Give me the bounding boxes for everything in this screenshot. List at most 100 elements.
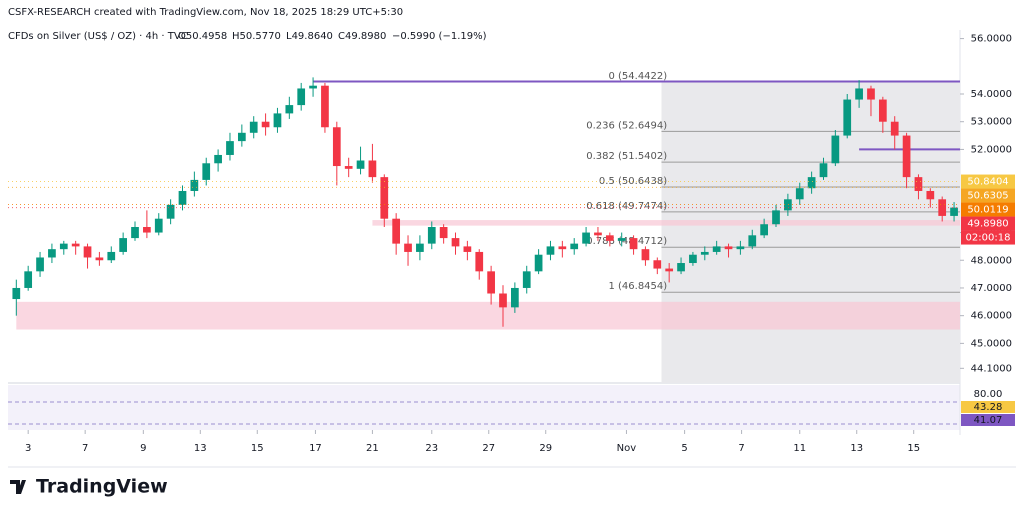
ohlc-low: L49.8640	[286, 31, 333, 42]
x-tick-label: 11	[793, 443, 806, 454]
symbol: CFDs on Silver (US$ / OZ) · 4h · TVC	[8, 31, 188, 42]
candle-body	[36, 257, 44, 272]
candle-body	[83, 246, 92, 258]
price-tag-label: 49.8980	[967, 219, 1008, 230]
candle-body	[178, 190, 187, 205]
candle-body	[665, 268, 674, 272]
candle-body	[309, 85, 317, 89]
fib-label: 0.786 (48.4712)	[586, 236, 667, 247]
candle-body	[380, 177, 389, 219]
candle-body	[273, 113, 282, 128]
candle-body	[522, 271, 531, 288]
candle-body	[748, 235, 757, 247]
candle-body	[605, 235, 614, 241]
logo: TradingView	[36, 476, 168, 498]
candle-body	[297, 88, 306, 106]
price-tag	[961, 216, 1015, 231]
candle-body	[617, 238, 626, 241]
candle-body	[24, 271, 33, 288]
candle-body	[154, 218, 163, 233]
candle-body	[451, 238, 460, 247]
x-tick-label: 7	[82, 443, 88, 454]
candle-body	[95, 257, 104, 261]
candle-body	[724, 246, 733, 250]
candle-body	[511, 287, 519, 308]
rsi-label: 43.28	[974, 402, 1003, 413]
candle-body	[843, 99, 852, 136]
x-tick-label: 9	[140, 443, 146, 454]
candle-body	[795, 188, 804, 200]
ohlc-high: H50.5770	[232, 31, 281, 42]
x-tick-label: 21	[366, 443, 379, 454]
fib-area	[661, 81, 960, 383]
candle-body	[819, 163, 828, 178]
fib-label: 0.5 (50.6438)	[599, 176, 667, 187]
price-tag-label: 50.6305	[967, 191, 1008, 202]
candle-body	[890, 121, 899, 136]
y-tick-label: 53.0000	[971, 117, 1012, 128]
candle-body	[404, 243, 412, 252]
candle-body	[107, 251, 116, 261]
rsi-pane	[8, 385, 960, 430]
candle-body	[166, 204, 175, 219]
candle-body	[594, 232, 602, 236]
candle-body	[712, 246, 721, 252]
candle-body	[392, 218, 401, 244]
x-tick-label: 23	[425, 443, 438, 454]
candle-body	[249, 121, 258, 133]
candle-body	[226, 141, 234, 155]
candle-body	[48, 249, 56, 258]
candle-body	[59, 243, 68, 250]
candle-body	[760, 224, 768, 236]
candle-body	[570, 243, 579, 250]
candle-body	[736, 246, 745, 250]
candle-body	[321, 85, 329, 128]
fib-label: 0 (54.4422)	[608, 71, 667, 82]
y-tick-label: 48.0000	[971, 255, 1012, 266]
candle-body	[427, 227, 436, 244]
candle-body	[439, 227, 448, 239]
ohlc-open: O50.4958	[178, 31, 227, 42]
candle-body	[237, 132, 246, 142]
fib-label: 1 (46.8454)	[608, 281, 667, 292]
rsi-tag	[961, 388, 1015, 400]
price-tag	[961, 188, 1015, 203]
candle-body	[831, 135, 840, 164]
candle-body	[700, 251, 709, 255]
candle-body	[131, 227, 139, 239]
candle-body	[772, 210, 780, 225]
credit: CSFX-RESEARCH created with TradingView.c…	[8, 7, 403, 18]
price-tag-label: 50.8404	[967, 177, 1008, 188]
candle-body	[689, 254, 697, 264]
x-tick-label: 13	[850, 443, 863, 454]
candle-body	[629, 238, 638, 250]
candle-body	[902, 135, 911, 178]
rsi-tag	[961, 401, 1015, 413]
candle-body	[878, 99, 887, 122]
y-tick-label: 56.0000	[971, 34, 1012, 45]
candle-body	[950, 207, 958, 216]
candle-body	[344, 166, 353, 169]
candle-body	[285, 105, 294, 114]
fib-label: 0.618 (49.7474)	[586, 201, 667, 212]
candle-body	[416, 243, 424, 252]
x-tick-label: Nov	[617, 443, 637, 454]
y-tick-label: 44.1000	[971, 363, 1012, 374]
logo-icon	[10, 480, 26, 494]
candle-body	[558, 246, 567, 250]
x-tick-label: 7	[738, 443, 744, 454]
price-tag-label: 50.0119	[967, 205, 1008, 216]
ohlc-change: −0.5990 (−1.19%)	[392, 31, 487, 42]
y-tick-label: 47.0000	[971, 283, 1012, 294]
y-tick-label: 46.0000	[971, 311, 1012, 322]
candle-body	[463, 246, 472, 252]
candle-body	[867, 88, 875, 100]
x-tick-label: 3	[25, 443, 31, 454]
candle-body	[534, 254, 543, 272]
countdown: 02:00:18	[966, 233, 1011, 244]
candle-body	[855, 88, 863, 100]
candle-body	[914, 177, 923, 191]
y-tick-label: 45.0000	[971, 338, 1012, 349]
ohlc-close: C49.8980	[338, 31, 386, 42]
